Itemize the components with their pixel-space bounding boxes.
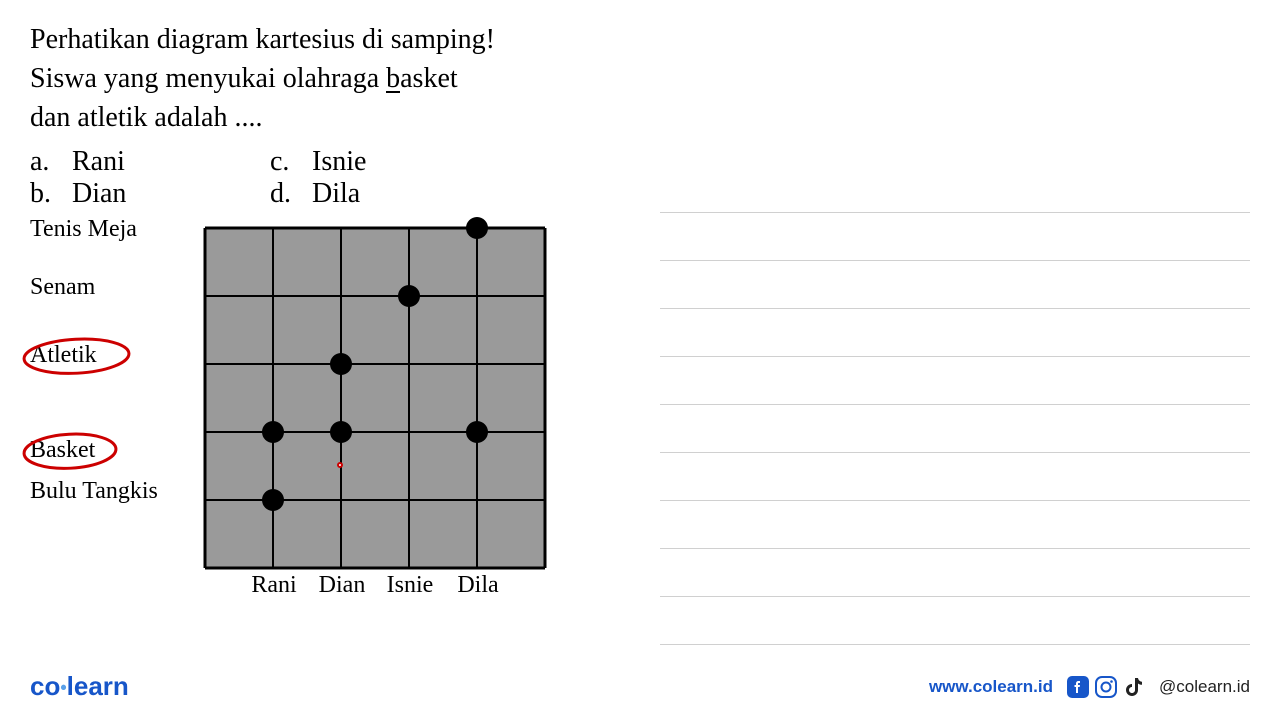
writing-line — [660, 597, 1250, 645]
option-c: c.Isnie — [270, 146, 366, 178]
y-label: Tenis Meja — [30, 216, 137, 243]
writing-line — [660, 213, 1250, 261]
writing-line — [660, 405, 1250, 453]
social-handle: @colearn.id — [1159, 677, 1250, 697]
social-icons — [1067, 676, 1145, 698]
writing-line — [660, 501, 1250, 549]
x-label: Dian — [311, 572, 373, 599]
x-label: Rani — [243, 572, 305, 599]
question-text: Perhatikan diagram kartesius di samping!… — [30, 20, 590, 138]
writing-line — [660, 165, 1250, 213]
website-url: www.colearn.id — [929, 677, 1053, 697]
question-line-2: Siswa yang menyukai olahraga basket — [30, 59, 590, 98]
y-axis-labels: Tenis MejaSenamAtletikBasketBulu Tangkis — [30, 216, 97, 270]
answer-lines — [660, 165, 1250, 645]
writing-line — [660, 309, 1250, 357]
chart-grid — [205, 228, 565, 593]
y-label: Basket — [30, 437, 97, 464]
instagram-icon — [1095, 676, 1117, 698]
option-d: d.Dila — [270, 178, 360, 210]
y-label: Atletik — [30, 342, 97, 369]
facebook-icon — [1067, 676, 1089, 698]
footer-right: www.colearn.id @colearn.id — [929, 676, 1250, 698]
writing-line — [660, 453, 1250, 501]
x-label: Dila — [447, 572, 509, 599]
tiktok-icon — [1123, 676, 1145, 698]
option-b: b.Dian — [30, 178, 270, 210]
x-label: Isnie — [379, 572, 441, 599]
writing-line — [660, 357, 1250, 405]
writing-line — [660, 549, 1250, 597]
footer: co•learn www.colearn.id @colearn.id — [30, 671, 1250, 702]
logo: co•learn — [30, 671, 129, 702]
y-label: Bulu Tangkis — [30, 478, 158, 505]
y-label: Senam — [30, 274, 95, 301]
question-line-3: dan atletik adalah .... — [30, 98, 590, 137]
option-a: a.Rani — [30, 146, 270, 178]
writing-line — [660, 261, 1250, 309]
question-line-1: Perhatikan diagram kartesius di samping! — [30, 20, 590, 59]
